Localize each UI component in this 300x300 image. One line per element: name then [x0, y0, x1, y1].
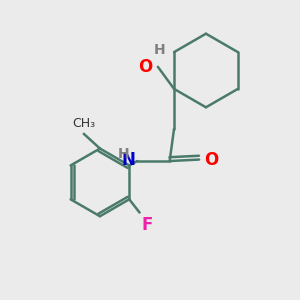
Text: N: N	[122, 151, 136, 169]
Text: O: O	[204, 151, 219, 169]
Text: H: H	[117, 147, 129, 161]
Text: O: O	[138, 58, 153, 76]
Text: H: H	[154, 44, 165, 57]
Text: CH₃: CH₃	[72, 117, 95, 130]
Text: F: F	[141, 215, 152, 233]
